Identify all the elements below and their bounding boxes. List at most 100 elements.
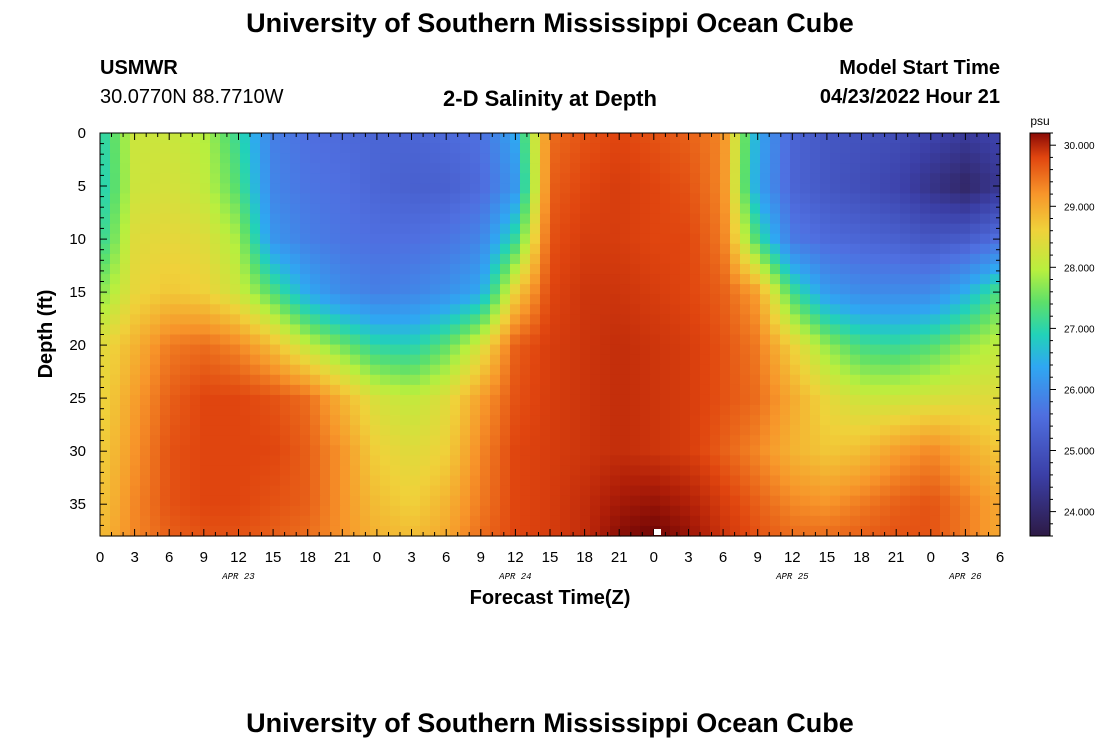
heatmap-cell — [150, 425, 161, 436]
heatmap-cell — [730, 233, 741, 245]
heatmap-cell — [780, 425, 791, 436]
heatmap-cell — [720, 294, 731, 305]
heatmap-cell — [860, 324, 871, 336]
heatmap-cell — [610, 163, 621, 174]
heatmap-cell — [780, 364, 791, 376]
heatmap-cell — [490, 233, 501, 245]
heatmap-cell — [420, 203, 431, 215]
heatmap-cell — [910, 153, 921, 164]
heatmap-cell — [440, 485, 451, 497]
heatmap-cell — [520, 455, 531, 467]
heatmap-cell — [310, 515, 321, 527]
heatmap-cell — [130, 455, 141, 467]
heatmap-cell — [620, 203, 631, 215]
heatmap-cell — [870, 505, 881, 517]
heatmap-cell — [830, 213, 841, 225]
heatmap-cell — [230, 334, 241, 346]
heatmap-cell — [850, 203, 861, 215]
heatmap-cell — [360, 505, 371, 517]
heatmap-cell — [240, 263, 251, 275]
heatmap-cell — [420, 425, 431, 436]
heatmap-cell — [520, 485, 531, 497]
heatmap-cell — [380, 314, 391, 326]
heatmap-cell — [580, 425, 591, 436]
heatmap-cell — [130, 525, 141, 537]
heatmap-cell — [690, 213, 701, 225]
heatmap-cell — [610, 223, 621, 235]
heatmap-cell — [260, 374, 271, 386]
heatmap-cell — [640, 153, 651, 164]
heatmap-cell — [730, 243, 741, 255]
heatmap-cell — [860, 163, 871, 174]
heatmap-cell — [930, 475, 941, 487]
heatmap-cell — [240, 203, 251, 215]
heatmap-cell — [420, 435, 431, 446]
heatmap-cell — [930, 233, 941, 245]
heatmap-cell — [350, 445, 361, 456]
heatmap-cell — [770, 415, 781, 426]
heatmap-cell — [750, 163, 761, 174]
heatmap-cell — [890, 153, 901, 164]
heatmap-cell — [560, 304, 571, 315]
heatmap-cell — [890, 314, 901, 326]
heatmap-cell — [900, 304, 911, 315]
heatmap-cell — [470, 284, 481, 295]
heatmap-cell — [180, 253, 191, 265]
heatmap-cell — [430, 415, 441, 426]
heatmap-cell — [750, 153, 761, 164]
heatmap-cell — [240, 495, 251, 507]
heatmap-cell — [290, 284, 301, 295]
heatmap-cell — [650, 505, 661, 517]
heatmap-cell — [560, 344, 571, 356]
heatmap-cell — [950, 263, 961, 275]
heatmap-cell — [490, 505, 501, 517]
heatmap-cell — [600, 525, 611, 537]
heatmap-cell — [210, 384, 221, 396]
heatmap-cell — [560, 243, 571, 255]
heatmap-cell — [940, 435, 951, 446]
heatmap-cell — [830, 223, 841, 235]
heatmap-cell — [900, 213, 911, 225]
heatmap-cell — [760, 294, 771, 305]
heatmap-cell — [830, 515, 841, 527]
heatmap-cell — [940, 243, 951, 255]
heatmap-cell — [770, 203, 781, 215]
heatmap-cell — [780, 203, 791, 215]
heatmap-cell — [540, 475, 551, 487]
heatmap-cell — [230, 435, 241, 446]
heatmap-cell — [280, 334, 291, 346]
heatmap-cell — [380, 213, 391, 225]
heatmap-cell — [280, 314, 291, 326]
heatmap-cell — [320, 435, 331, 446]
heatmap-cell — [160, 274, 171, 285]
heatmap-cell — [330, 425, 341, 436]
heatmap-cell — [570, 263, 581, 275]
heatmap-cell — [250, 183, 261, 195]
heatmap-cell — [460, 405, 471, 416]
heatmap-cell — [720, 415, 731, 426]
heatmap-cell — [750, 193, 761, 205]
heatmap-cell — [430, 445, 441, 456]
x-tick-label: 0 — [650, 549, 658, 566]
heatmap-cell — [620, 374, 631, 386]
heatmap-cell — [280, 163, 291, 174]
heatmap-cell — [490, 495, 501, 507]
heatmap-cell — [200, 445, 211, 456]
heatmap-cell — [760, 263, 771, 275]
heatmap-cell — [380, 394, 391, 406]
heatmap-cell — [290, 505, 301, 517]
heatmap-cell — [710, 163, 721, 174]
heatmap-cell — [720, 364, 731, 376]
heatmap-cell — [240, 334, 251, 346]
heatmap-cell — [330, 455, 341, 467]
heatmap-cell — [290, 425, 301, 436]
heatmap-cell — [810, 394, 821, 406]
heatmap-cell — [580, 314, 591, 326]
heatmap-cell — [730, 475, 741, 487]
heatmap-cell — [330, 475, 341, 487]
heatmap-cell — [590, 455, 601, 467]
heatmap-cell — [970, 233, 981, 245]
heatmap-cell — [120, 304, 131, 315]
heatmap-cell — [830, 314, 841, 326]
heatmap-cell — [850, 475, 861, 487]
